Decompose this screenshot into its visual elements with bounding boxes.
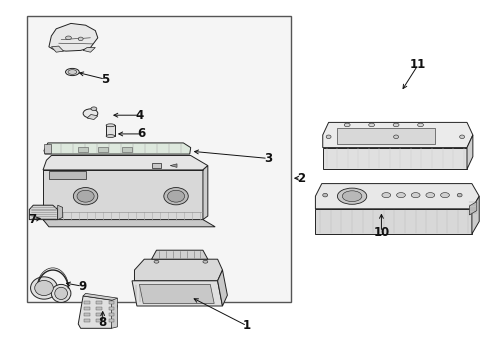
- Bar: [78, 147, 88, 152]
- Polygon shape: [87, 114, 98, 120]
- Ellipse shape: [440, 193, 448, 198]
- Text: 4: 4: [135, 109, 143, 122]
- Polygon shape: [44, 144, 51, 153]
- Ellipse shape: [68, 70, 77, 74]
- Bar: [96, 319, 102, 322]
- Ellipse shape: [456, 193, 461, 197]
- Ellipse shape: [91, 107, 97, 111]
- Ellipse shape: [30, 277, 58, 299]
- Polygon shape: [83, 48, 95, 52]
- Polygon shape: [170, 164, 177, 167]
- Bar: [122, 147, 132, 152]
- Ellipse shape: [73, 188, 98, 205]
- Ellipse shape: [65, 36, 71, 40]
- Ellipse shape: [368, 123, 374, 127]
- Ellipse shape: [325, 135, 330, 139]
- Text: 8: 8: [99, 316, 106, 329]
- Bar: [337, 128, 434, 144]
- Ellipse shape: [106, 124, 115, 127]
- Bar: [96, 301, 102, 304]
- Bar: [96, 312, 102, 316]
- Polygon shape: [466, 135, 472, 169]
- Polygon shape: [83, 293, 117, 301]
- Text: 3: 3: [264, 152, 271, 165]
- Bar: [98, 147, 107, 152]
- Text: 2: 2: [296, 172, 304, 185]
- Bar: [84, 307, 90, 310]
- Bar: [108, 301, 114, 304]
- Polygon shape: [43, 220, 215, 227]
- Ellipse shape: [344, 123, 349, 127]
- Bar: [108, 307, 114, 310]
- Polygon shape: [43, 170, 203, 220]
- Text: 1: 1: [243, 319, 250, 332]
- Ellipse shape: [459, 135, 464, 139]
- Bar: [84, 312, 90, 316]
- Polygon shape: [203, 166, 207, 220]
- Ellipse shape: [106, 135, 115, 138]
- Polygon shape: [78, 296, 117, 328]
- Ellipse shape: [77, 190, 94, 202]
- Polygon shape: [468, 202, 476, 215]
- Ellipse shape: [322, 193, 327, 197]
- Ellipse shape: [396, 193, 405, 198]
- Ellipse shape: [342, 191, 361, 202]
- Polygon shape: [315, 209, 471, 234]
- Bar: [96, 307, 102, 310]
- Text: 10: 10: [372, 226, 389, 239]
- Bar: [106, 125, 115, 136]
- Ellipse shape: [410, 193, 419, 198]
- Text: 9: 9: [78, 280, 86, 293]
- Text: 11: 11: [409, 58, 426, 71]
- Ellipse shape: [425, 193, 434, 198]
- Polygon shape: [139, 284, 214, 303]
- Polygon shape: [134, 259, 222, 281]
- Polygon shape: [322, 148, 466, 169]
- Polygon shape: [51, 46, 63, 52]
- Bar: [108, 319, 114, 322]
- Ellipse shape: [167, 190, 184, 202]
- Bar: [27, 16, 290, 302]
- Polygon shape: [151, 250, 207, 259]
- Ellipse shape: [154, 260, 159, 263]
- Ellipse shape: [35, 280, 53, 296]
- Polygon shape: [44, 143, 190, 154]
- Ellipse shape: [392, 123, 398, 127]
- Polygon shape: [315, 184, 478, 209]
- Polygon shape: [49, 23, 98, 51]
- Polygon shape: [43, 156, 207, 170]
- Ellipse shape: [381, 193, 390, 198]
- Ellipse shape: [203, 260, 207, 263]
- Ellipse shape: [337, 188, 366, 204]
- Ellipse shape: [417, 123, 423, 127]
- Polygon shape: [217, 270, 227, 306]
- Bar: [151, 163, 161, 168]
- Ellipse shape: [163, 188, 188, 205]
- Ellipse shape: [51, 284, 71, 302]
- Text: 6: 6: [138, 127, 145, 140]
- Ellipse shape: [55, 287, 67, 300]
- Text: 7: 7: [29, 213, 37, 226]
- Polygon shape: [111, 298, 117, 328]
- Bar: [49, 171, 85, 179]
- Ellipse shape: [83, 109, 98, 118]
- Bar: [108, 312, 114, 316]
- Polygon shape: [322, 122, 472, 148]
- Ellipse shape: [78, 37, 83, 41]
- Polygon shape: [132, 281, 222, 306]
- Polygon shape: [58, 205, 62, 220]
- Text: 5: 5: [101, 73, 109, 86]
- Polygon shape: [29, 205, 58, 220]
- Bar: [84, 319, 90, 322]
- Ellipse shape: [393, 135, 398, 139]
- Ellipse shape: [65, 68, 79, 76]
- Bar: [84, 301, 90, 304]
- Polygon shape: [471, 196, 478, 234]
